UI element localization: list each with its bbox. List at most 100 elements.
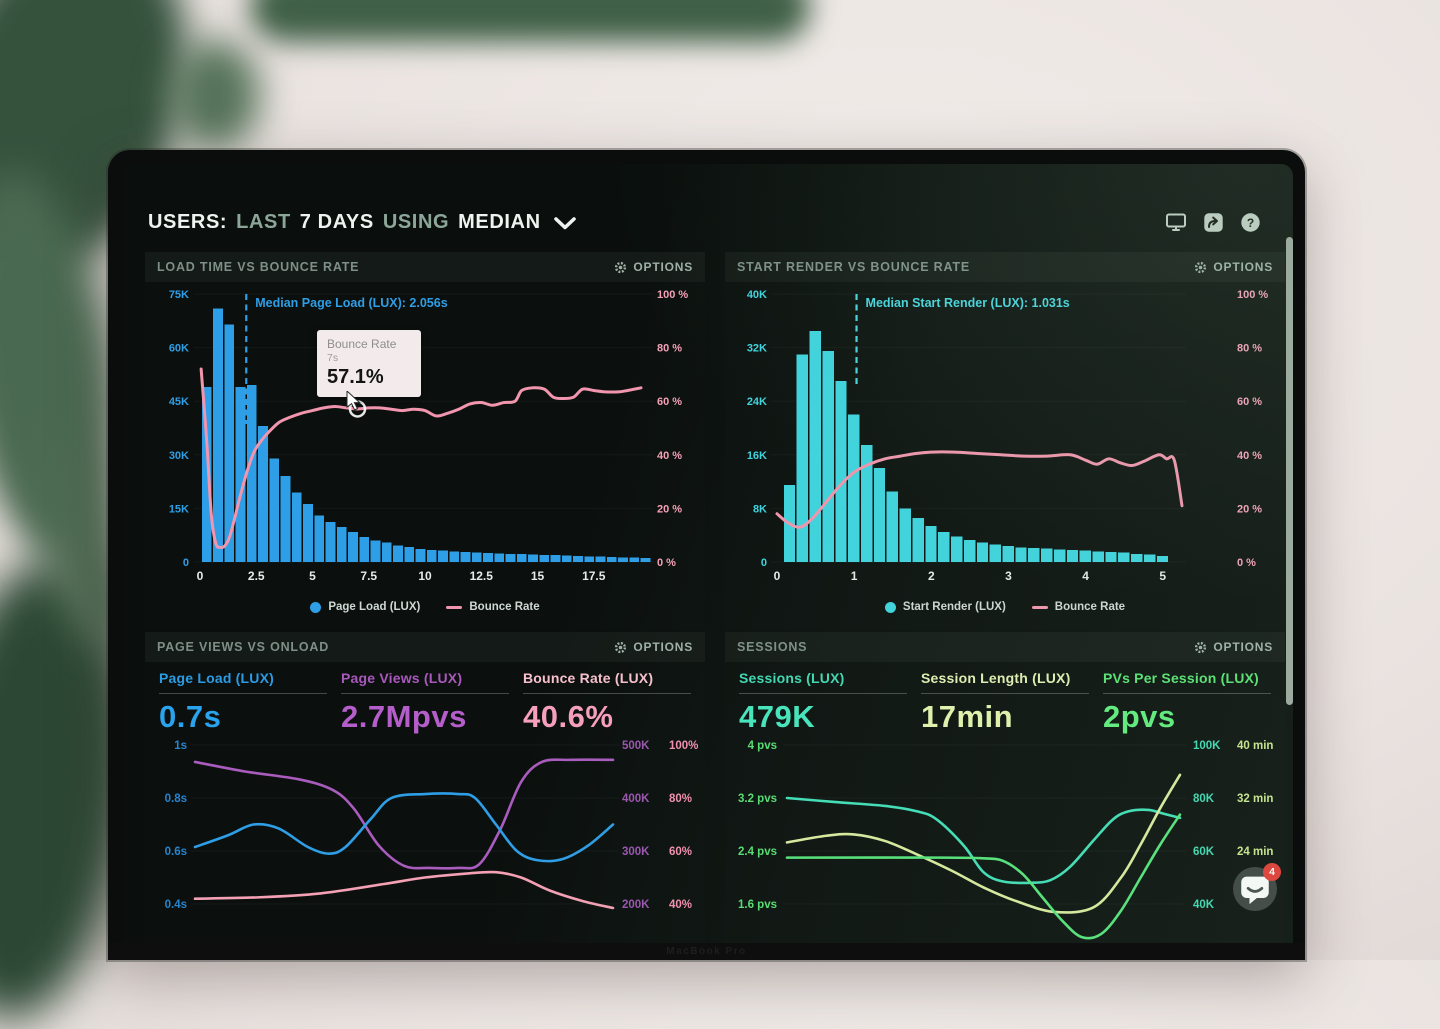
panel-title: PAGE VIEWS VS ONLOAD bbox=[157, 640, 330, 654]
y-left-tick: 0.6s bbox=[165, 846, 187, 858]
bar bbox=[976, 542, 989, 562]
bar bbox=[235, 386, 246, 562]
metric-session-length: Session Length (LUX) 17min bbox=[921, 670, 1089, 735]
options-button[interactable]: OPTIONS bbox=[614, 260, 693, 274]
start-render-chart[interactable]: 40K 100 % 32K 80 % 24K 60 % 16K 40 % 8K 20 % 0 0 % 0… bbox=[725, 282, 1285, 594]
x-tick: 17.5 bbox=[582, 569, 606, 583]
legend-item[interactable]: Bounce Rate bbox=[1031, 601, 1125, 613]
y-left-tick: 0.4s bbox=[165, 899, 187, 911]
metric-bounce-rate: Bounce Rate (LUX) 40.6% bbox=[523, 670, 691, 735]
y-right-tick-2: 24 min bbox=[1237, 846, 1273, 858]
share-icon[interactable] bbox=[1203, 212, 1224, 233]
date-range-dropdown[interactable]: USERS: LAST 7 DAYS USING MEDIAN bbox=[148, 211, 576, 234]
options-button[interactable]: OPTIONS bbox=[1194, 640, 1273, 654]
bar bbox=[1053, 549, 1066, 562]
options-button[interactable]: OPTIONS bbox=[1194, 260, 1273, 274]
sessions-chart[interactable]: 4 pvs 100K 40 min 3.2 pvs 80K 32 min 2.4 pvs 60… bbox=[725, 737, 1285, 943]
x-tick: 2 bbox=[928, 569, 935, 583]
bar bbox=[1092, 551, 1104, 562]
svg-text:?: ? bbox=[1247, 216, 1254, 230]
bar bbox=[1041, 548, 1053, 562]
bar bbox=[258, 426, 268, 562]
series-line bbox=[193, 758, 615, 870]
y-right-tick: 20 % bbox=[657, 503, 682, 515]
options-button[interactable]: OPTIONS bbox=[614, 640, 693, 654]
mouse-cursor-icon bbox=[346, 391, 361, 411]
y-left-tick: 32K bbox=[747, 343, 767, 355]
y-right-tick-2: 32 min bbox=[1237, 793, 1273, 805]
legend-dash bbox=[446, 605, 463, 609]
legend-item[interactable]: Bounce Rate bbox=[446, 601, 540, 613]
bar bbox=[213, 308, 223, 562]
panel-page-views: PAGE VIEWS VS ONLOAD OPTIONS Page Load (… bbox=[145, 632, 705, 943]
x-tick: 2.5 bbox=[248, 569, 265, 583]
bar bbox=[912, 517, 924, 562]
y-right-tick: 80 % bbox=[1237, 343, 1262, 355]
y-right-tick: 100 % bbox=[1237, 289, 1268, 301]
bar bbox=[963, 539, 976, 562]
y-left-tick: 16K bbox=[747, 450, 767, 462]
y-right-tick-2: 40 min bbox=[1237, 740, 1273, 752]
x-tick: 12.5 bbox=[470, 569, 494, 583]
y-left-tick: 1.6 pvs bbox=[738, 899, 777, 911]
bar bbox=[629, 557, 640, 562]
chat-unread-badge: 4 bbox=[1263, 863, 1281, 881]
bar bbox=[1156, 555, 1169, 562]
bar bbox=[1105, 551, 1117, 562]
gear-icon bbox=[1195, 261, 1207, 273]
page-views-chart[interactable]: 1s 500K 100% 0.8s 400K 80% 0.6s 300K 60% 0.4s 200K… bbox=[145, 737, 705, 943]
legend-item[interactable]: Start Render (LUX) bbox=[884, 601, 1006, 613]
panel-start-render: START RENDER VS BOUNCE RATE OPTIONS 40K 1… bbox=[725, 252, 1285, 630]
bar bbox=[224, 324, 235, 562]
panel-title: SESSIONS bbox=[737, 640, 808, 654]
bar bbox=[899, 508, 911, 562]
gear-icon bbox=[615, 641, 627, 653]
y-right-tick-1: 60K bbox=[1193, 846, 1215, 858]
hover-tooltip: Bounce Rate 7s 57.1% bbox=[317, 330, 421, 397]
plant-leaf bbox=[170, 40, 260, 150]
bar bbox=[886, 491, 899, 562]
metric-sessions: Sessions (LUX) 479K bbox=[739, 670, 907, 735]
bar bbox=[1066, 549, 1079, 562]
title-using: USING bbox=[382, 210, 450, 233]
y-right-tick: 0 % bbox=[1237, 557, 1256, 569]
median-annotation: Median Start Render (LUX): 1.031s bbox=[866, 296, 1070, 310]
load-time-chart[interactable]: 75K 100 % 60K 80 % 45K 60 % 30K 40 % 15K 20 % 0 0 %… bbox=[145, 282, 705, 594]
legend-item[interactable]: Page Load (LUX) bbox=[310, 601, 420, 613]
panel-header: START RENDER VS BOUNCE RATE OPTIONS bbox=[725, 252, 1285, 282]
x-tick: 10 bbox=[418, 569, 432, 583]
y-right-tick: 20 % bbox=[1237, 503, 1262, 515]
bar bbox=[539, 554, 550, 562]
laptop-brand-label: MacBook Pro bbox=[666, 946, 747, 957]
metric-pvs-per-session: PVs Per Session (LUX) 2pvs bbox=[1103, 670, 1271, 735]
legend-dot bbox=[310, 601, 322, 613]
title-last: LAST bbox=[236, 210, 291, 233]
panel-header: LOAD TIME VS BOUNCE RATE OPTIONS bbox=[145, 252, 705, 282]
y-right-tick: 40 % bbox=[657, 450, 682, 462]
bar bbox=[951, 536, 963, 562]
bar bbox=[348, 531, 358, 562]
y-right-tick-1: 500K bbox=[622, 740, 650, 752]
y-left-tick: 0 bbox=[183, 557, 189, 569]
metric-page-views: Page Views (LUX) 2.7Mpvs bbox=[341, 670, 509, 735]
chat-widget-button[interactable]: 4 bbox=[1233, 863, 1281, 911]
panel-title: LOAD TIME VS BOUNCE RATE bbox=[157, 260, 360, 274]
laptop: USERS: LAST 7 DAYS USING MEDIAN bbox=[108, 150, 1305, 960]
monitor-icon[interactable] bbox=[1165, 212, 1187, 232]
y-right-tick-1: 100K bbox=[1193, 740, 1221, 752]
y-left-tick: 24K bbox=[747, 396, 767, 408]
help-icon[interactable]: ? bbox=[1240, 212, 1261, 233]
bar bbox=[359, 536, 370, 562]
x-tick: 5 bbox=[1159, 569, 1166, 583]
gear-icon bbox=[615, 261, 627, 273]
series-line bbox=[785, 796, 1182, 885]
bar bbox=[606, 556, 617, 562]
y-right-tick-1: 200K bbox=[622, 899, 650, 911]
bar bbox=[336, 526, 347, 562]
y-left-tick: 0 bbox=[761, 557, 767, 569]
series-line bbox=[199, 367, 643, 549]
bar bbox=[1131, 553, 1143, 562]
y-left-tick: 0.8s bbox=[165, 793, 187, 805]
metric-row: Page Load (LUX) 0.7s Page Views (LUX) 2.… bbox=[145, 662, 705, 735]
page-scrollbar[interactable] bbox=[1286, 237, 1293, 705]
